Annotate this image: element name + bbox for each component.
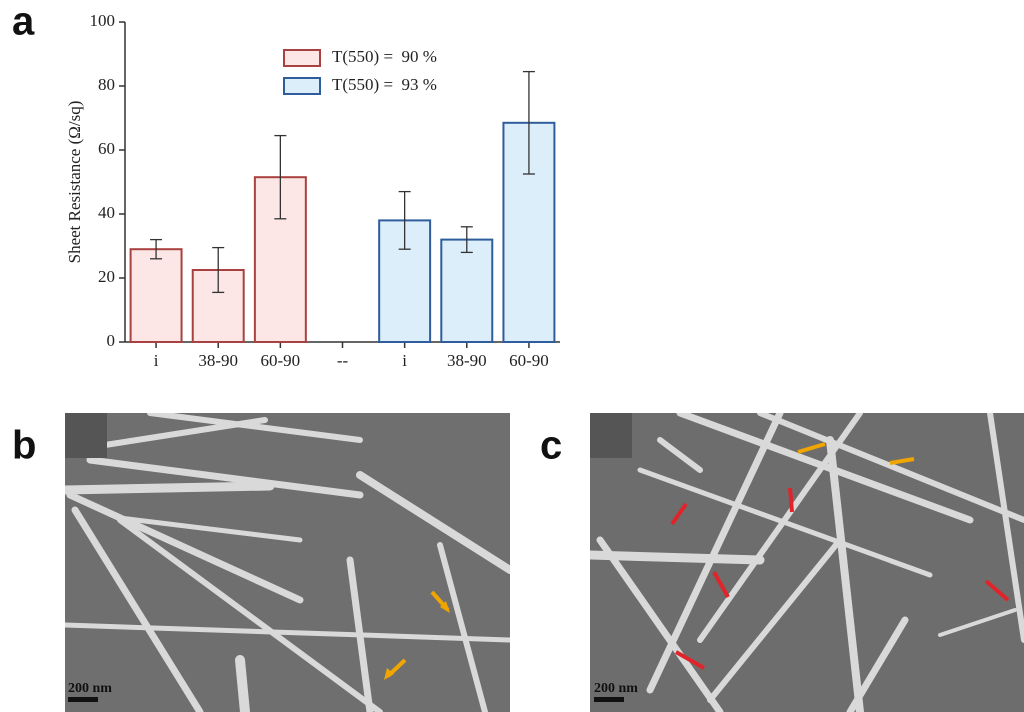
bar	[191, 269, 245, 343]
error-bar	[150, 238, 163, 260]
x-tick-label: 38-90	[447, 351, 487, 370]
error-bar	[274, 134, 287, 220]
y-tick-label: 20	[98, 267, 115, 286]
bar	[440, 238, 494, 344]
error-bar	[460, 226, 473, 254]
x-tick-label: 38-90	[198, 351, 238, 370]
x-tick-label: i	[154, 351, 159, 370]
x-tick-label: 60-90	[509, 351, 549, 370]
bar	[129, 248, 183, 343]
y-tick-label: 40	[98, 203, 115, 222]
legend-swatch	[283, 77, 321, 95]
x-tick-label: --	[337, 351, 349, 370]
y-axis-label: Sheet Resistance (Ω/sq)	[65, 101, 84, 264]
error-bar	[398, 190, 411, 250]
panel-label: a	[12, 0, 35, 44]
bar-chart: Sheet Resistance (Ω/sq) 0 20 40 60 80 100 i 38-…	[65, 11, 560, 370]
sem-image: 200 nm	[65, 413, 510, 712]
y-tick-label: 0	[107, 331, 116, 350]
error-bar	[212, 246, 225, 294]
y-tick-label: 100	[90, 11, 116, 30]
y-tick-label: 80	[98, 75, 115, 94]
legend-label: T(550) = 90 %	[332, 47, 437, 66]
x-tick-label: 60-90	[261, 351, 301, 370]
legend-swatch	[283, 49, 321, 67]
scale-bar-label: 200 nm	[68, 681, 112, 696]
y-tick-label: 60	[98, 139, 115, 158]
bar	[253, 176, 307, 343]
panel-label: b	[12, 424, 36, 468]
scale-bar-label: 200 nm	[594, 681, 638, 696]
legend-label: T(550) = 93 %	[332, 75, 437, 94]
sem-image: 200 nm	[590, 413, 1024, 712]
x-tick-label: i	[402, 351, 407, 370]
error-bar	[522, 70, 535, 175]
bar	[378, 219, 432, 343]
panel-label: c	[540, 424, 562, 468]
